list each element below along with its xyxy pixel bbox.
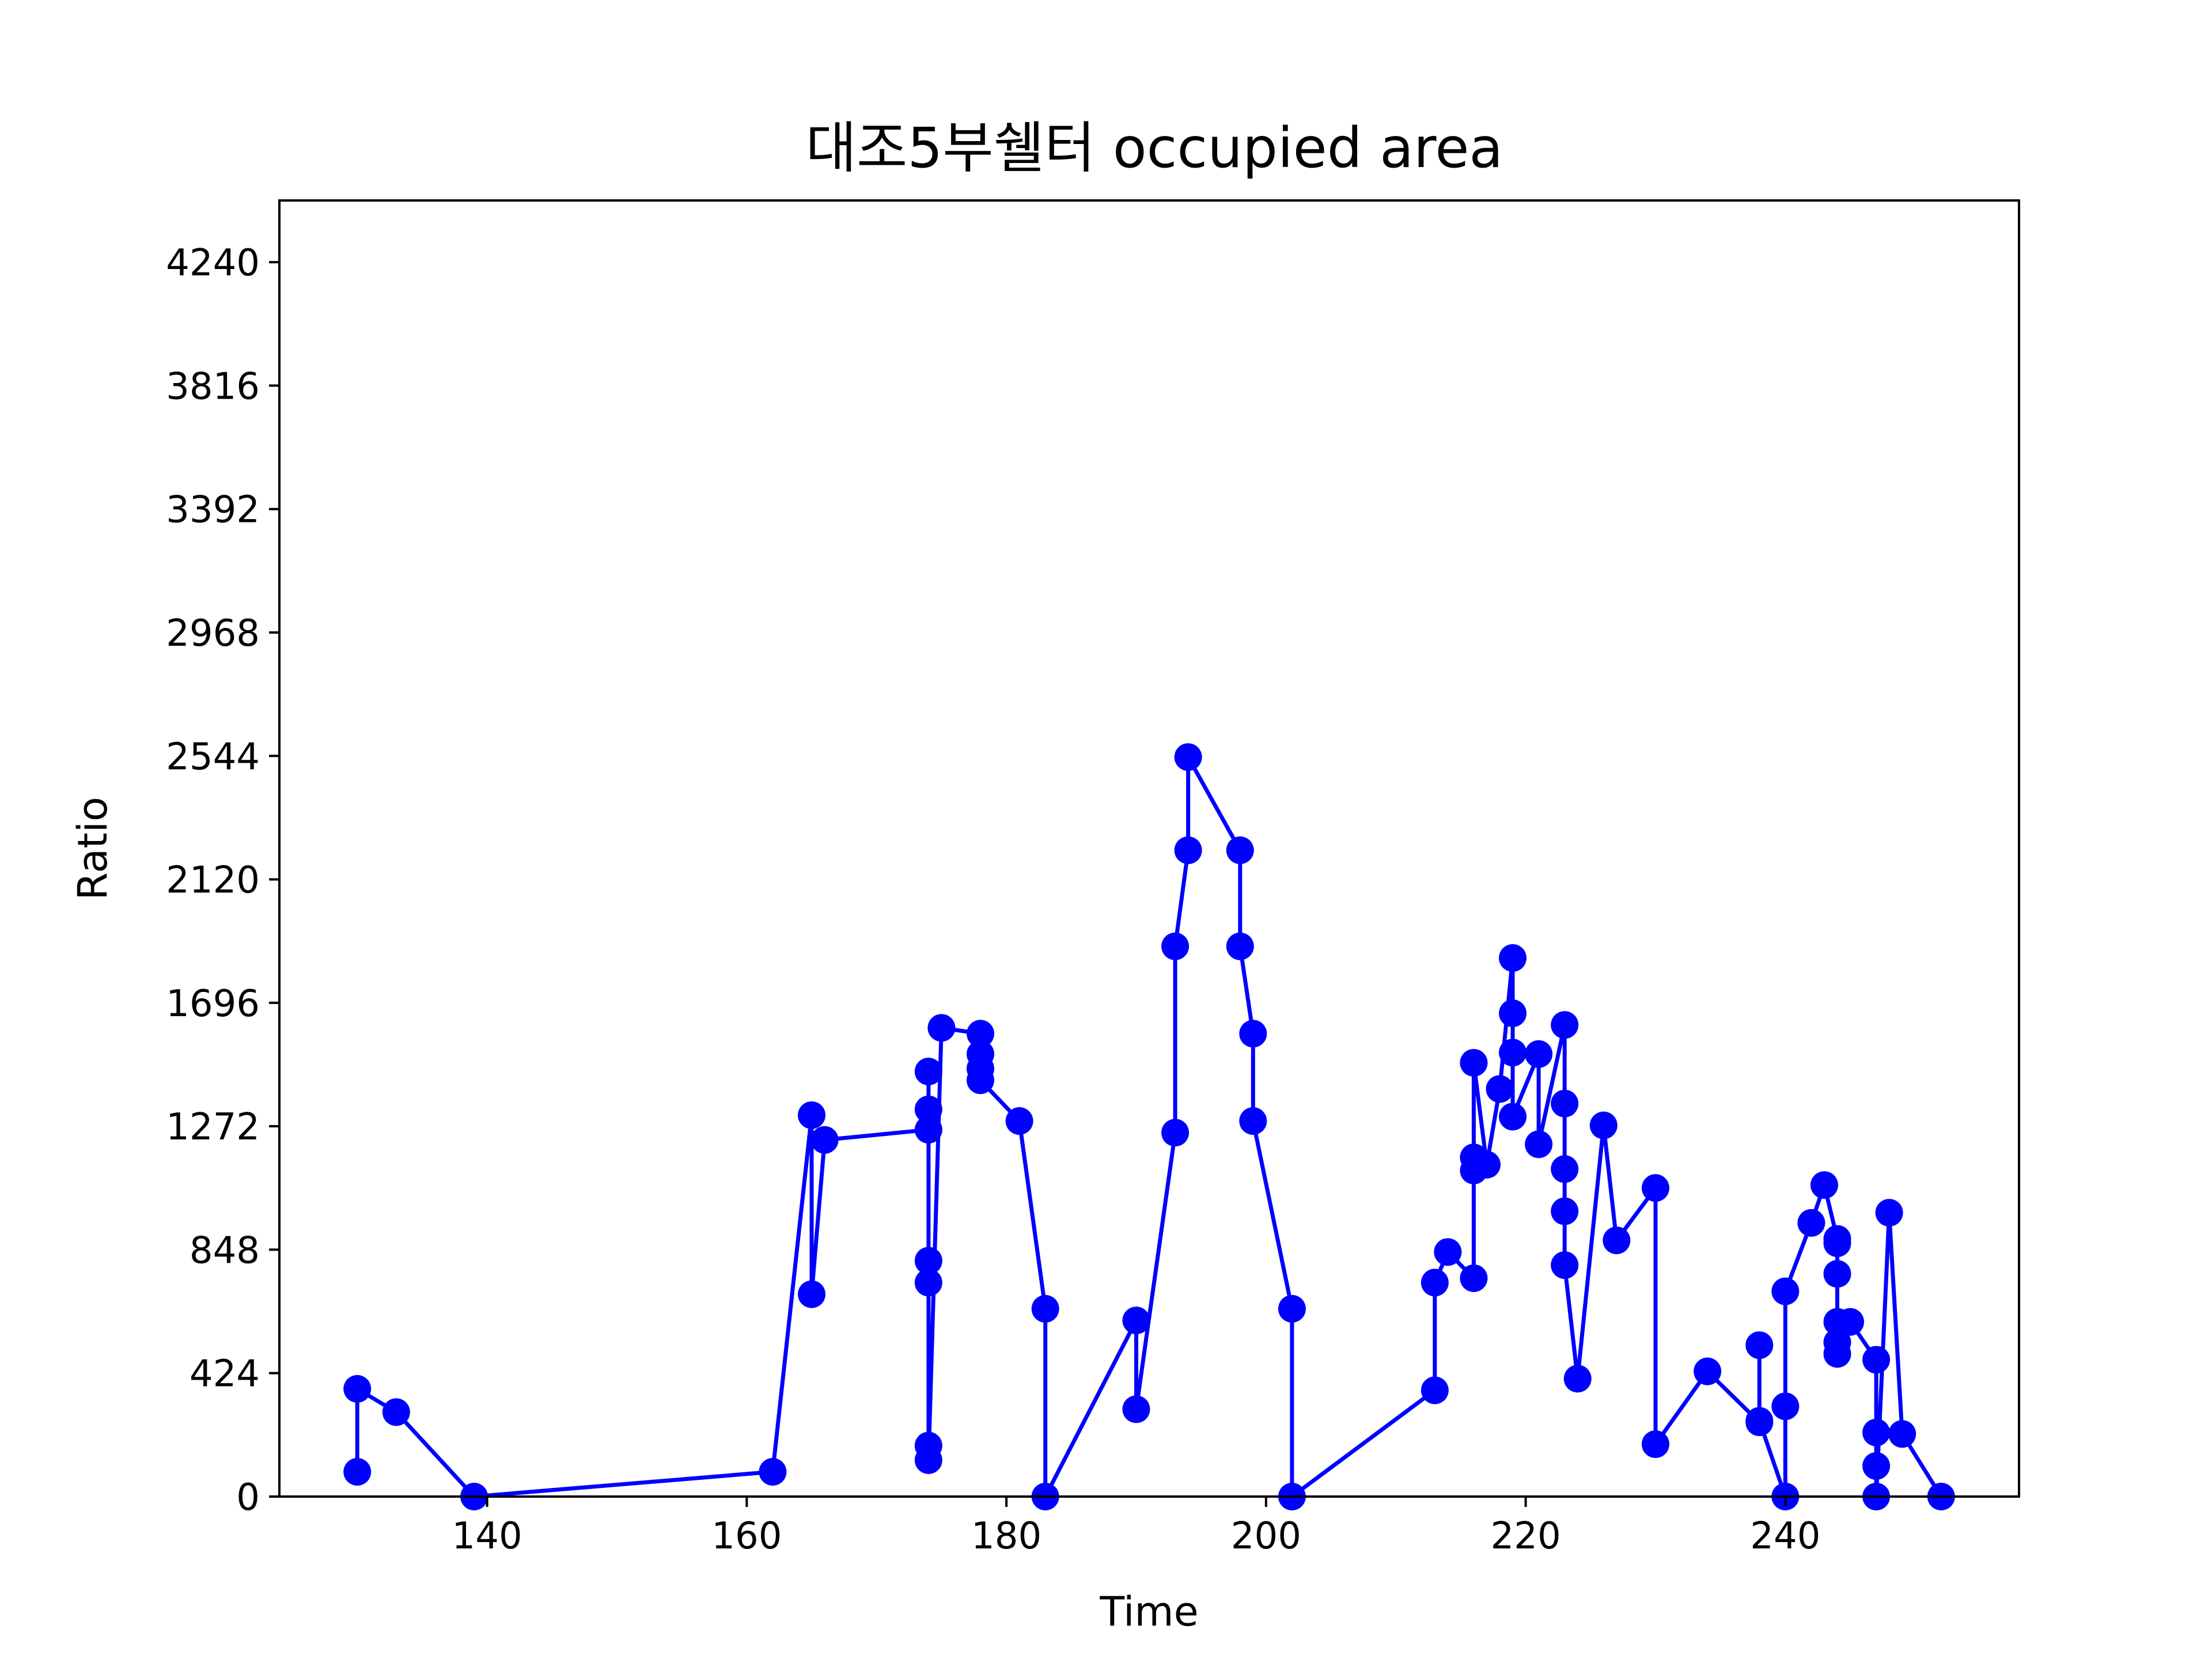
data-point xyxy=(1421,1268,1449,1297)
data-point xyxy=(1641,1174,1669,1202)
x-axis-label: Time xyxy=(1099,1588,1198,1635)
y-axis-label: Ratio xyxy=(69,797,116,900)
data-point xyxy=(1226,836,1254,865)
data-point xyxy=(343,1458,372,1486)
data-point xyxy=(1551,1251,1579,1279)
y-tick-label: 0 xyxy=(236,1476,260,1519)
series-line xyxy=(355,755,1943,1499)
data-point xyxy=(1472,1150,1501,1179)
y-tick-label: 2120 xyxy=(166,859,260,902)
data-point xyxy=(1239,1107,1267,1135)
data-point xyxy=(1771,1392,1800,1421)
data-point xyxy=(1031,1295,1059,1323)
data-point xyxy=(914,1095,942,1123)
data-point xyxy=(914,1446,942,1474)
data-point xyxy=(1603,1226,1631,1255)
data-point xyxy=(1810,1171,1838,1199)
data-point xyxy=(1551,1011,1579,1039)
data-point xyxy=(1174,836,1202,865)
y-tick-label: 424 xyxy=(190,1353,260,1396)
data-point xyxy=(810,1126,839,1154)
data-point xyxy=(1226,932,1254,960)
data-point xyxy=(1161,1119,1190,1147)
data-point xyxy=(1551,1155,1579,1183)
data-point xyxy=(382,1398,410,1426)
data-point xyxy=(1771,1277,1800,1305)
y-tick-label: 1696 xyxy=(166,983,260,1025)
chart-title: 대조5부쉘터 occupied area xyxy=(806,116,1503,180)
data-point xyxy=(1239,1020,1267,1048)
data-point xyxy=(1122,1395,1150,1423)
data-point xyxy=(1486,1075,1514,1103)
data-point xyxy=(1862,1452,1891,1480)
data-point xyxy=(914,1116,942,1144)
x-tick-label: 140 xyxy=(452,1515,522,1558)
data-point xyxy=(343,1375,372,1403)
data-point xyxy=(1499,1103,1527,1131)
plot-frame xyxy=(278,199,2020,1498)
y-tick-label: 2544 xyxy=(166,736,260,778)
y-tick-label: 848 xyxy=(190,1229,260,1272)
data-point xyxy=(798,1101,826,1129)
data-point xyxy=(1122,1306,1150,1335)
data-point xyxy=(1823,1260,1851,1288)
data-point xyxy=(759,1458,787,1486)
data-point xyxy=(1460,1048,1488,1077)
x-tick-label: 240 xyxy=(1750,1515,1820,1558)
data-point xyxy=(798,1280,826,1308)
x-tick-label: 160 xyxy=(711,1515,782,1558)
data-point xyxy=(967,1020,995,1048)
data-point xyxy=(1434,1238,1462,1266)
data-point xyxy=(1278,1295,1306,1323)
y-tick-label: 4240 xyxy=(166,242,260,285)
y-tick-label: 2968 xyxy=(166,612,260,655)
data-point xyxy=(967,1066,995,1094)
data-point xyxy=(1499,944,1527,972)
data-point xyxy=(1551,1197,1579,1225)
plot-area xyxy=(343,743,1955,1510)
x-tick-label: 200 xyxy=(1231,1515,1301,1558)
data-point xyxy=(1745,1407,1774,1435)
y-tick-label: 1272 xyxy=(166,1106,260,1149)
data-point xyxy=(1589,1111,1618,1139)
data-point xyxy=(1005,1107,1033,1135)
y-tick-label: 3392 xyxy=(166,489,260,532)
x-tick-label: 220 xyxy=(1491,1515,1561,1558)
y-axis: 0 424 848 1272 1696 2120 2544 2968 3392 3816 4240 xyxy=(166,242,279,1519)
data-point xyxy=(927,1014,956,1042)
data-point xyxy=(1797,1209,1825,1237)
data-point xyxy=(1862,1418,1891,1446)
data-point xyxy=(914,1247,942,1275)
data-point xyxy=(914,1268,942,1297)
data-point xyxy=(1823,1340,1851,1368)
data-point xyxy=(1836,1308,1865,1336)
data-point xyxy=(1551,1089,1579,1118)
data-point xyxy=(1174,743,1202,771)
data-point xyxy=(1875,1199,1903,1227)
data-point xyxy=(1499,1039,1527,1067)
data-point xyxy=(914,1058,942,1086)
data-point xyxy=(1161,932,1190,960)
data-point xyxy=(1525,1040,1553,1068)
y-tick-label: 3816 xyxy=(166,365,260,408)
data-point xyxy=(1499,999,1527,1028)
data-point xyxy=(1745,1331,1774,1359)
data-point xyxy=(1694,1357,1722,1385)
data-point xyxy=(1421,1376,1449,1404)
data-point xyxy=(1888,1420,1916,1448)
data-point xyxy=(1641,1430,1669,1459)
data-point xyxy=(1525,1130,1553,1158)
data-point xyxy=(1460,1264,1488,1292)
data-point xyxy=(1862,1346,1891,1374)
x-tick-label: 180 xyxy=(971,1515,1041,1558)
data-point xyxy=(1823,1229,1851,1257)
x-axis: 140 160 180 200 220 240 xyxy=(452,1497,1820,1558)
data-point xyxy=(1563,1365,1592,1393)
